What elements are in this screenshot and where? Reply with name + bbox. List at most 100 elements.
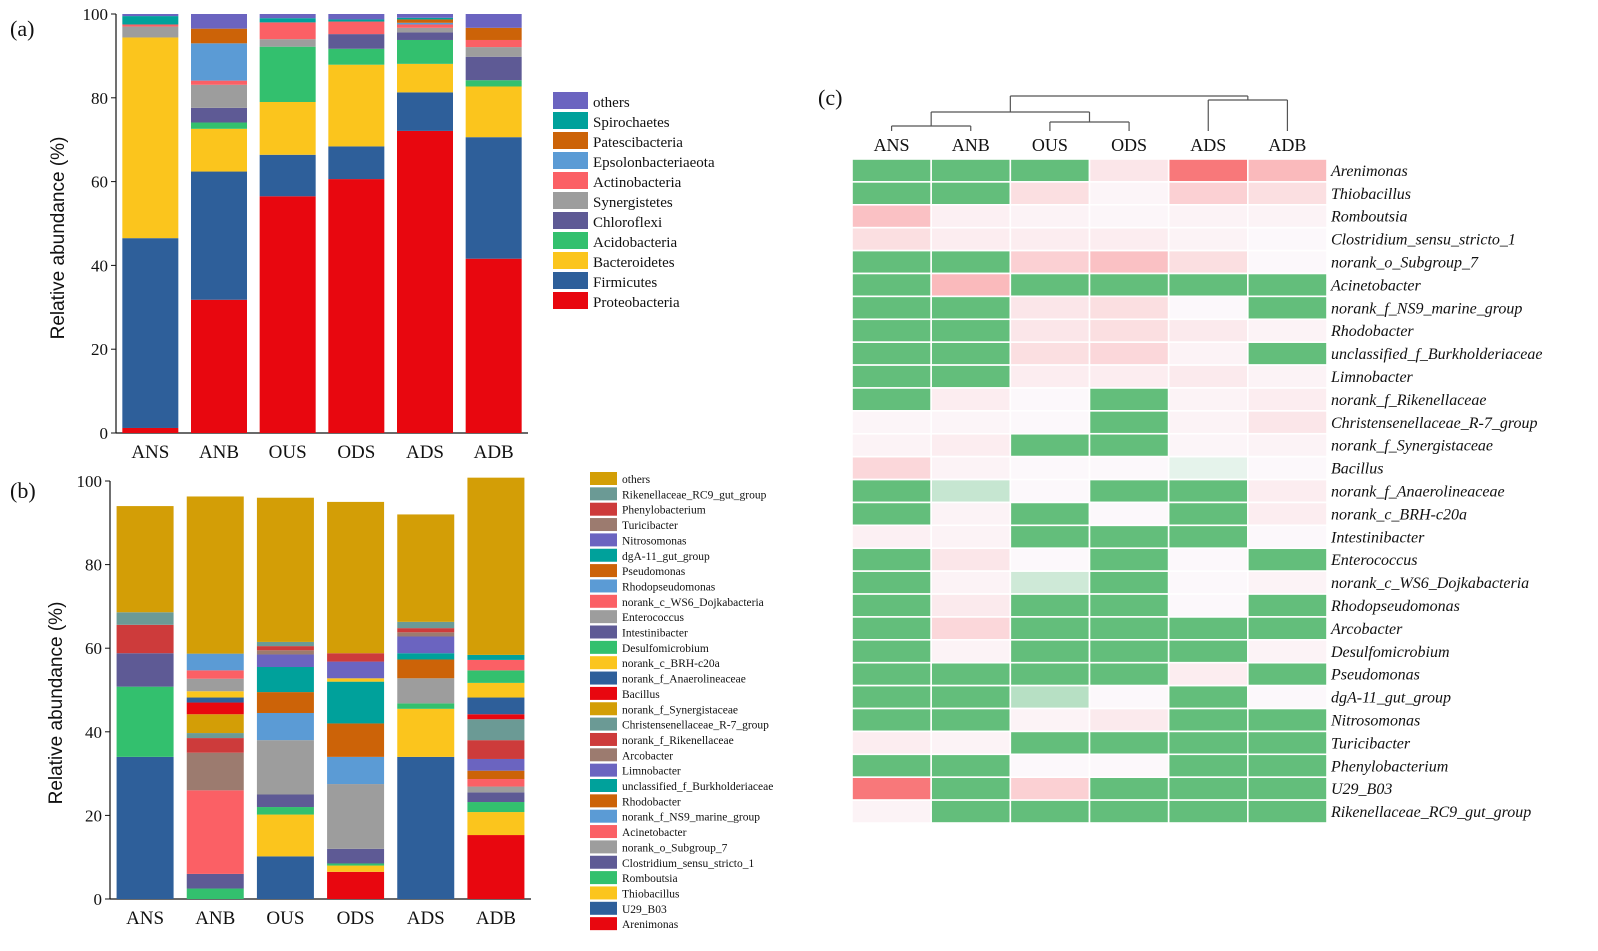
heatmap-cell (1088, 226, 1170, 252)
chart-b-ylabel: Relative abundance (%) (46, 602, 67, 805)
heatmap-cell (930, 226, 1012, 252)
bar-segment (397, 22, 453, 25)
bar-segment (467, 697, 525, 715)
bar-segment (327, 871, 385, 899)
x-tick-label: ANS (131, 442, 169, 463)
heatmap-cell (1247, 226, 1328, 252)
heatmap-cell (851, 249, 932, 275)
heatmap-cell (1167, 753, 1249, 779)
legend-swatch (590, 502, 617, 516)
bar-segment (186, 496, 244, 654)
bar-segment (122, 24, 179, 27)
heatmap-cell (1009, 753, 1091, 779)
bar-segment (191, 80, 247, 85)
heatmap-cell (1009, 730, 1091, 756)
heatmap-cell (1167, 570, 1249, 595)
heatmap-cell (1247, 432, 1328, 458)
heatmap-cell (1088, 249, 1170, 275)
heatmap-cell (1009, 272, 1091, 298)
legend-label: Acinetobacter (622, 827, 687, 839)
heatmap-cell (1009, 639, 1091, 664)
bar-segment (186, 888, 244, 899)
heatmap-cell (1167, 730, 1249, 756)
heatmap-cell (851, 547, 932, 572)
bar-segment (328, 146, 385, 180)
heatmap-cell (1167, 776, 1249, 801)
heatmap-cell (930, 341, 1012, 366)
heatmap-column-label: ANB (952, 135, 990, 155)
bar-segment (327, 865, 385, 872)
heatmap-cell (1247, 478, 1328, 504)
legend-label: Limnobacter (622, 766, 681, 778)
heatmap-cell (1167, 432, 1249, 458)
x-tick-label: ANB (199, 442, 239, 463)
bar-segment (467, 670, 525, 683)
heatmap-cell (1009, 661, 1091, 687)
heatmap-row-label: U29_B03 (1331, 781, 1392, 798)
heatmap-row-label: Turicibacter (1331, 735, 1411, 752)
bar-segment (256, 497, 314, 642)
bar-segment (191, 28, 247, 44)
heatmap-cell (1167, 226, 1249, 252)
legend-swatch (553, 192, 588, 209)
bar-segment (467, 654, 525, 660)
heatmap-cell (1009, 364, 1091, 389)
heatmap-cell (851, 318, 932, 343)
legend-swatch (590, 625, 617, 639)
legend-label: U29_B03 (622, 904, 667, 916)
bar-segment (467, 714, 525, 720)
bar-segment (116, 506, 174, 613)
heatmap-cell (1167, 639, 1249, 664)
bar-segment (191, 171, 247, 300)
legend-swatch (590, 809, 617, 823)
heatmap-row-label: Bacillus (1331, 461, 1383, 478)
legend-label: Intestinibacter (622, 628, 688, 640)
panel-label-a: (a) (10, 16, 34, 41)
legend-label: Clostridium_sensu_stricto_1 (622, 858, 755, 870)
bar-segment (259, 22, 316, 40)
legend-label: norank_f_Rikenellaceae (622, 735, 734, 747)
y-tick-label: 40 (91, 256, 108, 275)
heatmap-cell (930, 478, 1012, 504)
heatmap-cell (851, 272, 932, 298)
bar-segment (327, 678, 385, 682)
legend-swatch (553, 152, 588, 169)
bar-segment (328, 48, 385, 65)
bar-segment (191, 128, 247, 172)
heatmap-cell (1167, 295, 1249, 321)
chart-a-ylabel: Relative abundance (%) (48, 137, 69, 340)
heatmap-cell (930, 570, 1012, 595)
heatmap-cell (930, 753, 1012, 779)
heatmap-cell (930, 501, 1012, 527)
heatmap-cell (1167, 203, 1249, 229)
legend-swatch (590, 702, 617, 716)
bar-segment (259, 196, 316, 433)
heatmap-cell (1009, 593, 1091, 618)
legend-swatch (590, 717, 617, 731)
bar-segment (256, 692, 314, 713)
legend-swatch (553, 212, 588, 229)
bar-segment (465, 258, 522, 433)
legend-label: Arcobacter (622, 750, 673, 762)
legend-label: norank_f_Synergistaceae (622, 704, 738, 716)
bar-segment (256, 807, 314, 815)
bar-segment (116, 653, 174, 687)
legend-label: dgA-11_gut_group (622, 551, 710, 563)
heatmap-cell (1247, 661, 1328, 687)
legend-label: norank_c_BRH-c20a (622, 658, 720, 670)
bar-segment (186, 691, 244, 698)
x-tick-label: ADB (476, 908, 516, 929)
bar-segment (465, 56, 522, 81)
bar-segment (397, 632, 455, 637)
bar-segment (397, 703, 455, 709)
bar-segment (327, 863, 385, 866)
heatmap-cell (1247, 639, 1328, 664)
bar-segment (256, 646, 314, 651)
legend-swatch (590, 487, 617, 501)
legend-swatch (553, 272, 588, 289)
heatmap-cell (1088, 158, 1170, 183)
heatmap-cell (1009, 524, 1091, 550)
heatmap-cell (1088, 341, 1170, 366)
legend-label: Acidobacteria (593, 235, 677, 251)
bar-segment (467, 779, 525, 787)
